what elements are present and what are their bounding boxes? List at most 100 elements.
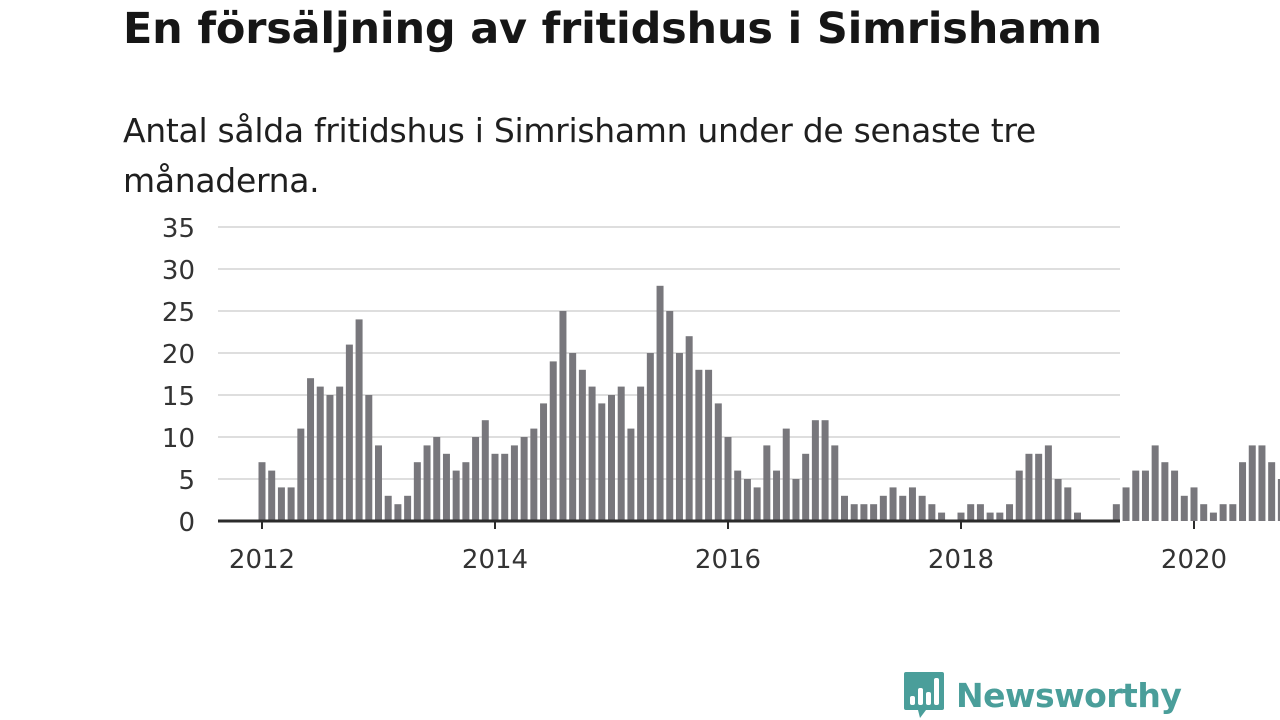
bars (258, 285, 1280, 521)
bar (773, 470, 781, 521)
bar (1161, 462, 1169, 521)
bar (1219, 504, 1227, 521)
bar (753, 487, 761, 521)
bar (685, 336, 693, 521)
bar (656, 285, 664, 521)
bar (1258, 445, 1266, 521)
newsworthy-logo-icon (904, 672, 944, 718)
bar (394, 504, 402, 521)
bar (617, 386, 625, 521)
bar (336, 386, 344, 521)
bar (510, 445, 518, 521)
bar (345, 344, 353, 521)
bar (365, 395, 373, 521)
y-tick-label: 35 (162, 214, 195, 244)
bar (899, 495, 907, 521)
bar (1132, 470, 1140, 521)
bar (569, 353, 577, 521)
x-axis-ticks: 20122014201620182020202220242026 (229, 521, 1227, 575)
bar (967, 504, 975, 521)
y-tick-label: 0 (178, 508, 195, 538)
bar (763, 445, 771, 521)
bar (540, 403, 548, 521)
chart-subtitle: Antal sålda fritidshus i Simrishamn unde… (123, 111, 1036, 200)
bar (1200, 504, 1208, 521)
bar (608, 395, 615, 521)
bar (1025, 453, 1033, 521)
x-tick-label: 2016 (695, 545, 761, 575)
bar (879, 495, 887, 521)
bar (627, 428, 635, 521)
bar (472, 437, 480, 521)
bar (714, 403, 722, 521)
bar (1141, 470, 1149, 521)
bar (277, 487, 285, 521)
newsworthy-logo: Newsworthy (902, 670, 1182, 720)
bar (695, 369, 703, 521)
bar (268, 470, 276, 521)
y-axis-ticks: 0 5 10 15 20 25 30 35 (162, 214, 195, 538)
bar (442, 453, 450, 521)
newsworthy-logo-text: Newsworthy (956, 675, 1182, 715)
bar (326, 395, 334, 521)
bar (520, 437, 528, 521)
bar (578, 369, 586, 521)
bar (1054, 479, 1062, 521)
bar (549, 361, 557, 521)
bar (287, 487, 295, 521)
bar (637, 386, 645, 521)
bar (598, 403, 606, 521)
bar (384, 495, 392, 521)
bar (724, 437, 732, 521)
bar (1035, 453, 1043, 521)
bar (1044, 445, 1052, 521)
bar (1268, 462, 1276, 521)
bar (316, 386, 324, 521)
x-tick-label: 2012 (229, 545, 295, 575)
bar (1064, 487, 1072, 521)
bar (938, 512, 946, 521)
bar (666, 311, 674, 521)
bar (850, 504, 858, 521)
bar (918, 495, 926, 521)
bar (841, 495, 848, 521)
bar (404, 495, 412, 521)
bar (1074, 512, 1081, 521)
bar (297, 428, 305, 521)
bar (705, 369, 713, 521)
bar (462, 462, 470, 521)
bar (792, 479, 800, 521)
bar (811, 420, 819, 521)
bar (423, 445, 431, 521)
bar (1015, 470, 1023, 521)
chart-title: En försäljning av fritidshus i Simrisham… (123, 4, 1102, 54)
x-tick-label: 2020 (1161, 545, 1227, 575)
bar (481, 420, 489, 521)
y-tick-label: 10 (162, 424, 195, 454)
bar (355, 319, 363, 521)
bar (1122, 487, 1130, 521)
bar (1239, 462, 1247, 521)
bar (928, 504, 936, 521)
bar (1112, 504, 1120, 521)
y-tick-label: 5 (178, 466, 195, 496)
bar (375, 445, 382, 521)
x-tick-label: 2018 (928, 545, 994, 575)
bar (413, 462, 421, 521)
x-tick-label: 2014 (462, 545, 528, 575)
bar (734, 470, 742, 521)
bar (889, 487, 897, 521)
y-tick-label: 30 (162, 256, 195, 286)
bar (831, 445, 839, 521)
bar (258, 462, 266, 521)
bar (491, 453, 499, 521)
bar (860, 504, 868, 521)
bar (1229, 504, 1237, 521)
bar (1277, 479, 1280, 521)
bar (908, 487, 916, 521)
bar (1006, 504, 1014, 521)
bar (559, 311, 567, 521)
bar (870, 504, 878, 521)
bar (1171, 470, 1179, 521)
